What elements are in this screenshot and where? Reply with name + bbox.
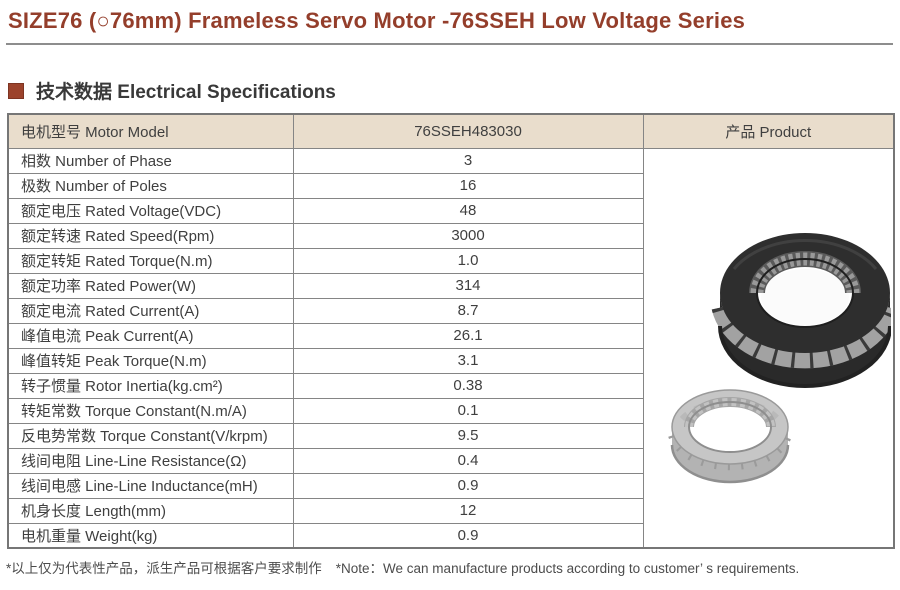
table-row: 额定转速 Rated Speed(Rpm) 3000: [7, 222, 894, 249]
product-photo-cell: [642, 147, 895, 549]
section-bullet-square-icon: [8, 82, 24, 99]
spec-label: 额定转速 Rated Speed(Rpm): [7, 222, 294, 249]
spec-value: 3: [292, 147, 644, 174]
table-row: 线间电阻 Line-Line Resistance(Ω) 0.4: [7, 447, 894, 474]
table-row: 极数 Number of Poles 16: [7, 172, 894, 199]
table-row: 峰值转矩 Peak Torque(N.m) 3.1: [7, 347, 894, 374]
spec-label: 额定电流 Rated Current(A): [7, 297, 294, 324]
spec-value: 0.1: [292, 397, 644, 424]
spec-value: 16: [292, 172, 644, 199]
spec-label: 峰值电流 Peak Current(A): [7, 322, 294, 349]
table-row: 相数 Number of Phase 3: [7, 147, 895, 549]
spec-value: 3.1: [292, 347, 644, 374]
spec-label: 转子惯量 Rotor Inertia(kg.cm²): [7, 372, 294, 399]
spec-label: 线间电阻 Line-Line Resistance(Ω): [7, 447, 294, 474]
header-product: 产品 Product: [642, 113, 895, 149]
spec-value: 1.0: [292, 247, 644, 274]
table-row: 反电势常数 Torque Constant(V/krpm) 9.5: [7, 422, 894, 449]
spec-value: 0.9: [292, 522, 644, 549]
table-row: 额定电流 Rated Current(A) 8.7: [7, 297, 894, 324]
table-row: 转子惯量 Rotor Inertia(kg.cm²) 0.38: [7, 372, 894, 399]
table-row: 额定转矩 Rated Torque(N.m) 1.0: [7, 247, 894, 274]
spec-label: 机身长度 Length(mm): [7, 497, 294, 524]
table-row: 转矩常数 Torque Constant(N.m/A) 0.1: [7, 397, 894, 424]
spec-label: 额定电压 Rated Voltage(VDC): [7, 197, 294, 224]
spec-value: 48: [292, 197, 644, 224]
table-header-row: 电机型号 Motor Model 76SSEH483030 产品 Product: [7, 113, 895, 149]
table-row: 电机重量 Weight(kg) 0.9: [7, 522, 894, 549]
section-header: 技术数据 Electrical Specifications: [8, 77, 336, 104]
footnote: *以上仅为代表性产品，派生产品可根据客户要求制作 *Note：We can man…: [6, 557, 799, 577]
header-motor-model: 电机型号 Motor Model: [7, 113, 294, 149]
spec-label: 额定转矩 Rated Torque(N.m): [7, 247, 294, 274]
table-row: 峰值电流 Peak Current(A) 26.1: [7, 322, 894, 349]
spec-label: 峰值转矩 Peak Torque(N.m): [7, 347, 294, 374]
header-model-number: 76SSEH483030: [292, 113, 644, 149]
section-heading: 技术数据 Electrical Specifications: [36, 82, 336, 103]
electrical-specifications-table: 电机型号 Motor Model 76SSEH483030 产品 Product…: [7, 113, 895, 549]
spec-value: 26.1: [292, 322, 644, 349]
spec-label: 反电势常数 Torque Constant(V/krpm): [7, 422, 294, 449]
table-row: 机身长度 Length(mm) 12: [7, 497, 894, 524]
spec-value: 314: [292, 272, 644, 299]
spec-value: 12: [292, 497, 644, 524]
footnote-en: *Note：We can manufacture products accord…: [335, 561, 800, 576]
page-title: SIZE76 (○76mm) Frameless Servo Motor -76…: [8, 8, 746, 33]
spec-label: 额定功率 Rated Power(W): [7, 272, 294, 299]
spec-label: 相数 Number of Phase: [7, 147, 294, 174]
spec-value: 0.4: [292, 447, 644, 474]
spec-label: 极数 Number of Poles: [7, 172, 294, 199]
table-row: 额定电压 Rated Voltage(VDC) 48: [7, 197, 894, 224]
table-row: 额定功率 Rated Power(W) 314: [7, 272, 894, 299]
title-divider: [6, 43, 893, 45]
spec-value: 3000: [292, 222, 644, 249]
spec-value: 0.9: [292, 472, 644, 499]
product-photo: [667, 233, 891, 484]
spec-label: 转矩常数 Torque Constant(N.m/A): [7, 397, 294, 424]
spec-value: 0.38: [292, 372, 644, 399]
spec-label: 线间电感 Line-Line Inductance(mH): [7, 472, 294, 499]
spec-value: 9.5: [292, 422, 644, 449]
footnote-cn: *以上仅为代表性产品，派生产品可根据客户要求制作: [6, 561, 322, 576]
spec-value: 8.7: [292, 297, 644, 324]
spec-label: 电机重量 Weight(kg): [7, 522, 294, 549]
table-row: 线间电感 Line-Line Inductance(mH) 0.9: [7, 472, 894, 499]
